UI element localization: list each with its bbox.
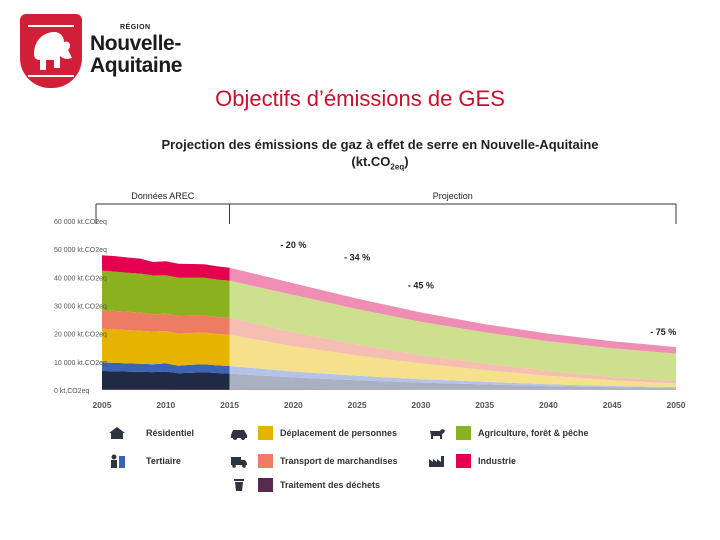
area-projection-d-placement-de-personnes [229,334,676,388]
reduction-annotation: - 45 % [408,281,434,291]
area-historical-agriculture-for-t-p-che [102,270,230,318]
house-icon [109,427,125,439]
x-tick-label: 2005 [93,400,112,410]
slide-title: Objectifs d’émissions de GES [215,86,505,111]
legend-label-agriculture: Agriculture, forêt & pêche [478,428,589,438]
y-tick-label: 10 000 kt.CO2eq [54,360,107,367]
x-tick-label: 2040 [539,400,558,410]
region-label: RÉGION [120,24,151,31]
legend-label-tertiaire: Tertiaire [146,456,181,466]
cow-icon [430,429,445,439]
chart-title-line1: Projection des émissions de gaz à effet … [161,137,599,152]
y-tick-label: 50 000 kt.CO2eq [54,247,107,254]
x-tick-label: 2045 [603,400,622,410]
x-tick-label: 2030 [411,400,430,410]
region-logo: RÉGION Nouvelle- Aquitaine [16,10,192,94]
reduction-annotation: - 34 % [344,252,370,262]
area-historical-d-placement-de-personnes [102,328,230,366]
y-tick-label: 20 000 kt.CO2eq [54,332,107,339]
x-tick-label: 2050 [667,400,686,410]
legend-label-residentiel: Résidentiel [146,428,195,438]
reduction-annotation: - 20 % [280,240,306,250]
truck-icon [231,457,247,468]
x-tick-label: 2020 [284,400,303,410]
y-tick-label: 0 kt.CO2eq [54,388,90,395]
legend-swatch-industrie [456,454,471,468]
car-icon [231,430,247,440]
legend-swatch-transport [258,454,273,468]
area-historical-industrie [102,255,230,281]
factory-icon [429,456,444,467]
region-name-line1: Nouvelle- [90,32,181,55]
area-historical-tertiaire [102,362,230,374]
region-name-line2: Aquitaine [90,54,183,77]
x-tick-label: 2015 [220,400,239,410]
y-tick-label: 60 000 kt.CO2eq [54,219,107,226]
x-tick-label: 2025 [348,400,367,410]
reduction-annotation: - 75 % [650,327,676,337]
area-historical-r-sidentiel [102,371,230,390]
x-tick-label: 2010 [156,400,175,410]
legend-label-deplacement: Déplacement de personnes [280,428,398,438]
legend-label-industrie: Industrie [478,456,517,466]
area-historical-transport-de-marchandises [102,310,230,335]
area-projection-r-sidentiel [229,373,676,390]
legend-swatch-deplacement [258,426,273,440]
area-projection-tertiaire [229,366,676,389]
legend-swatch-dechets [258,478,273,492]
y-tick-label: 40 000 kt.CO2eq [54,275,107,282]
period-label-historical: Données AREC [131,191,195,201]
legend-label-dechets: Traitement des déchets [280,480,381,490]
area-historical-traitement-des-d-chets [102,389,230,390]
legend-label-transport: Transport de marchandises [280,456,398,466]
x-tick-label: 2035 [475,400,494,410]
area-projection-agriculture-for-t-p-che [229,280,676,382]
trash-bin-icon [234,479,244,491]
legend-swatch-agriculture [456,426,471,440]
chart-title-unit: (kt.CO2eq) [351,154,409,172]
lion-shield-icon [20,14,82,88]
area-projection-industrie [229,267,676,354]
chart-title: Projection des émissions de gaz à effet … [100,136,660,176]
y-tick-label: 30 000 kt.CO2eq [54,304,107,311]
period-label-projection: Projection [433,191,473,201]
office-worker-icon [111,454,125,468]
